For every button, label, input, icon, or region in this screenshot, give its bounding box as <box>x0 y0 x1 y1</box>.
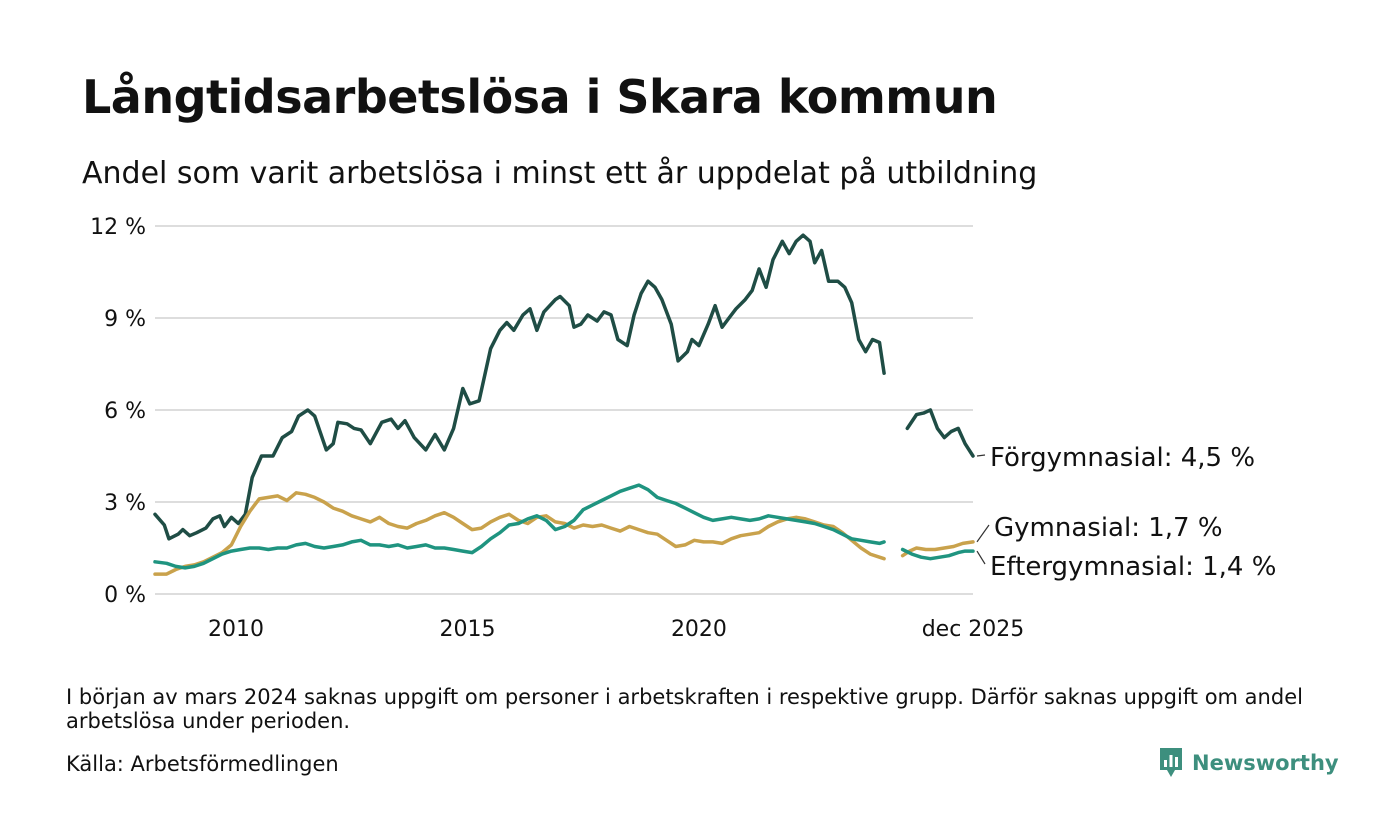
label-layer: Förgymnasial: 4,5 % Gymnasial: 1,7 % Efter… <box>976 443 1276 582</box>
series-layer <box>153 233 975 576</box>
series-line-eftergymnasial-after-gap <box>900 547 975 561</box>
leader-line-forgymnasial <box>976 454 986 457</box>
end-label-forgymnasial: Förgymnasial: 4,5 % <box>990 443 1255 473</box>
y-tick-label: 9 % <box>104 307 146 332</box>
end-label-gymnasial: Gymnasial: 1,7 % <box>994 513 1223 543</box>
y-tick-label: 0 % <box>104 583 146 608</box>
series-line-forgymnasial-after-gap <box>905 408 975 458</box>
newsworthy-logo-icon <box>1160 748 1182 777</box>
y-tick-label: 3 % <box>104 491 146 516</box>
brand-logo[interactable]: Newsworthy <box>1158 746 1339 780</box>
series-line-gymnasial-after-gap <box>900 540 975 558</box>
axis-layer: 0 % 3 % 6 % 9 % 12 % 2010 2015 2020 dec 2025 <box>90 215 1024 642</box>
x-tick-label: dec 2025 <box>922 617 1025 642</box>
footnote: I början av mars 2024 saknas uppgift om … <box>66 685 1303 733</box>
x-tick-label: 2015 <box>439 617 495 642</box>
y-tick-label: 6 % <box>104 399 146 424</box>
chart-subtitle: Andel som varit arbetslösa i minst ett å… <box>82 156 1038 191</box>
series-line-eftergymnasial-before-gap <box>153 483 886 570</box>
chart-title: Långtidsarbetslösa i Skara kommun <box>82 70 998 124</box>
series-line-gymnasial-before-gap <box>153 491 886 576</box>
series-line-forgymnasial-before-gap <box>153 233 886 541</box>
leader-line-eftergymnasial <box>976 550 986 565</box>
leader-line-gymnasial <box>976 524 990 543</box>
line-chart: 0 % 3 % 6 % 9 % 12 % 2010 2015 2020 dec 2025 För… <box>90 215 1276 642</box>
y-tick-label: 12 % <box>90 215 146 240</box>
brand-name: Newsworthy <box>1192 751 1339 775</box>
end-label-eftergymnasial: Eftergymnasial: 1,4 % <box>990 552 1276 582</box>
x-tick-label: 2020 <box>671 617 727 642</box>
grid-layer <box>155 225 973 595</box>
source-text: Källa: Arbetsförmedlingen <box>66 752 339 776</box>
x-tick-label: 2010 <box>208 617 264 642</box>
